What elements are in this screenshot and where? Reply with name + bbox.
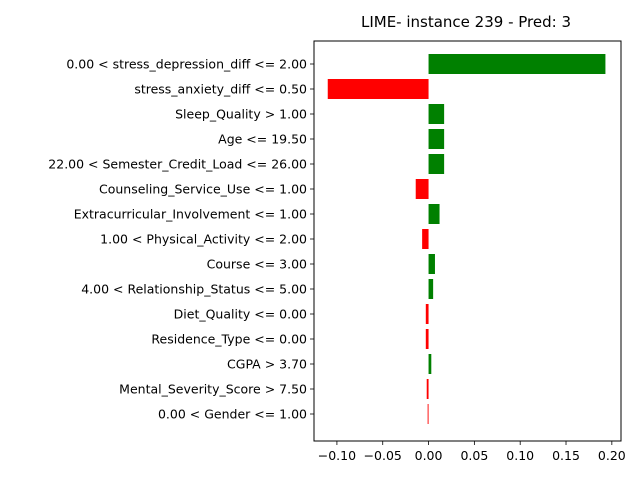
- bar-group: [327, 54, 606, 424]
- bar-12: [428, 354, 432, 374]
- y-tick-label: Extracurricular_Involvement <= 1.00: [74, 207, 307, 222]
- y-tick-label: 22.00 < Semester_Credit_Load <= 26.00: [48, 157, 307, 172]
- y-tick-label: Residence_Type <= 0.00: [151, 332, 307, 347]
- x-tick-label: −0.05: [364, 448, 402, 463]
- bar-5: [415, 179, 429, 199]
- x-tick-label: −0.10: [318, 448, 356, 463]
- y-tick-label: Diet_Quality <= 0.00: [174, 307, 307, 322]
- y-tick-label: 1.00 < Physical_Activity <= 2.00: [100, 232, 307, 247]
- y-tick-label: Course <= 3.00: [207, 257, 307, 272]
- bar-10: [425, 304, 429, 324]
- bar-4: [428, 154, 445, 174]
- y-tick-label: 0.00 < Gender <= 1.00: [158, 407, 307, 422]
- x-tick-label: 0.05: [460, 448, 488, 463]
- y-axis-ticks: 0.00 < stress_depression_diff <= 2.00 str…: [48, 57, 314, 422]
- x-tick-label: 0.20: [598, 448, 626, 463]
- y-tick-label: Counseling_Service_Use <= 1.00: [99, 182, 307, 197]
- bar-6: [428, 204, 440, 224]
- bar-11: [425, 329, 429, 349]
- y-tick-label: Age <= 19.50: [218, 132, 307, 147]
- y-tick-label: Mental_Severity_Score > 7.50: [119, 382, 307, 397]
- y-tick-label: stress_anxiety_diff <= 0.50: [134, 82, 307, 97]
- bar-0: [428, 54, 606, 74]
- x-tick-label: 0.10: [506, 448, 534, 463]
- y-tick-label: 0.00 < stress_depression_diff <= 2.00: [66, 57, 307, 72]
- bar-14: [427, 404, 429, 424]
- bar-7: [422, 229, 429, 249]
- x-tick-label: 0.15: [552, 448, 580, 463]
- chart-title: LIME- instance 239 - Pred: 3: [361, 13, 571, 31]
- plot-frame: [313, 40, 622, 442]
- bar-3: [428, 129, 445, 149]
- y-tick-label: Sleep_Quality > 1.00: [175, 107, 307, 122]
- bar-9: [428, 279, 434, 299]
- y-tick-label: 4.00 < Relationship_Status <= 5.00: [81, 282, 307, 297]
- x-tick-label: 0.00: [415, 448, 443, 463]
- bar-2: [428, 104, 445, 124]
- y-tick-label: CGPA > 3.70: [227, 357, 307, 372]
- x-axis-ticks: −0.10 −0.05 0.00 0.05 0.10 0.15 0.20: [318, 441, 626, 463]
- bar-1: [327, 79, 429, 99]
- bar-8: [428, 254, 435, 274]
- bar-13: [426, 379, 429, 399]
